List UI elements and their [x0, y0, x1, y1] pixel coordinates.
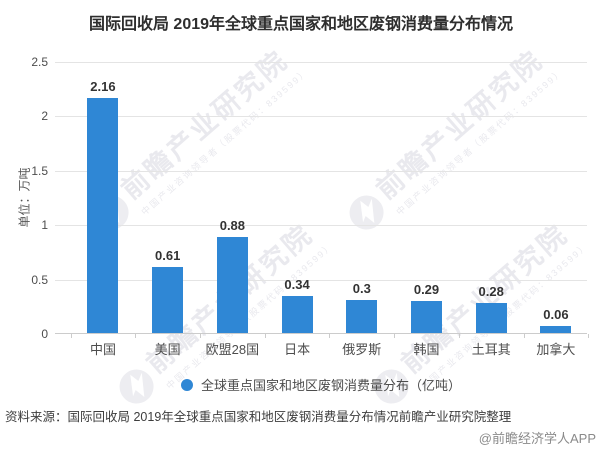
bar-6	[475, 302, 507, 333]
bar-value-label: 0.06	[543, 307, 569, 323]
bar-value-label: 0.28	[478, 283, 504, 299]
bar-7	[540, 326, 572, 333]
x-axis-tick	[329, 334, 331, 338]
legend[interactable]: 全球重点国家和地区废钢消费量分布（亿吨）	[55, 375, 587, 394]
x-category-label: 加拿大	[536, 342, 576, 357]
x-category-label: 美国	[154, 342, 181, 357]
bar-0	[87, 98, 119, 333]
y-tick-label: 0	[41, 327, 48, 341]
y-axis-unit-label: 单位：万吨	[17, 167, 32, 228]
x-category-label: 欧盟28国	[205, 342, 260, 357]
x-category-label: 中国	[89, 342, 116, 357]
x-axis-tick	[394, 334, 396, 338]
y-tick-label: 1.5	[31, 163, 48, 178]
gridline	[55, 279, 587, 281]
watermark: 前瞻产业研究院中国产业咨询领导者（股票代码：839599）	[361, 208, 591, 418]
qianzhan-logo-icon	[374, 369, 409, 404]
bar-value-label: 0.61	[155, 247, 181, 263]
gridline	[55, 170, 587, 172]
x-axis-tick	[588, 334, 590, 338]
y-tick-label: 2	[41, 109, 48, 124]
gridline	[55, 225, 587, 227]
bar-value-label: 2.16	[90, 79, 116, 94]
bar-4	[346, 300, 378, 333]
bar-value-label: 0.88	[219, 218, 246, 234]
bar-2	[216, 237, 248, 333]
bar-value-label: 0.29	[413, 282, 440, 298]
bar-1	[152, 266, 184, 333]
x-axis-tick	[200, 334, 202, 338]
legend-marker-icon	[180, 378, 193, 391]
bar-5	[411, 301, 442, 333]
bar-value-label: 0.3	[352, 281, 371, 297]
qianzhan-logo-icon	[119, 369, 154, 404]
y-tick-label: 1	[41, 218, 48, 233]
watermark: 前瞻产业研究院中国产业咨询领导者（股票代码：839599）	[336, 34, 566, 244]
gridline	[55, 116, 587, 118]
x-axis-tick	[264, 334, 266, 338]
x-axis-line	[55, 333, 587, 334]
qianzhan-logo-icon	[598, 189, 602, 237]
x-axis-tick	[523, 334, 525, 338]
plot-area: 2.16 0.61 0.88 0.34 0.3 0.29 0.28 0.06	[55, 62, 590, 338]
bar-3	[281, 296, 313, 333]
chart-title: 国际回收局 2019年全球重点国家和地区废钢消费量分布情况	[88, 16, 514, 33]
bar-value-label: 0.34	[284, 277, 310, 293]
qianzhan-logo-icon	[349, 195, 384, 230]
source-note: 资料来源：国际回收局 2019年全球重点国家和地区废钢消费量分布情况前瞻产业研究…	[5, 410, 512, 424]
x-axis-tick	[135, 334, 137, 338]
y-tick-label: 0.5	[31, 272, 48, 287]
gridline	[55, 62, 587, 63]
x-axis-tick	[458, 334, 460, 338]
x-category-label: 俄罗斯	[342, 342, 382, 357]
x-category-label: 韩国	[413, 342, 440, 357]
y-tick-label: 2.5	[31, 55, 48, 69]
legend-label: 全球重点国家和地区废钢消费量分布（亿吨）	[200, 378, 461, 393]
x-category-label: 日本	[284, 342, 311, 357]
x-axis-tick	[70, 334, 72, 338]
credit-note: @前瞻经济学人APP	[478, 431, 596, 446]
x-category-label: 土耳其	[471, 342, 511, 357]
